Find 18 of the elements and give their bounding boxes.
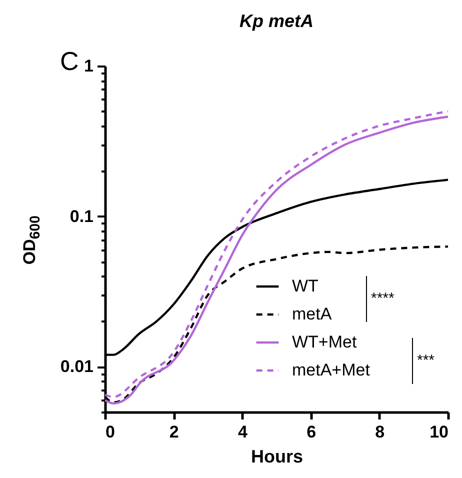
y-tick-label: 0.1 [70,206,94,226]
x-tick-label: 4 [238,422,248,442]
annotation: *** [412,338,435,384]
x-tick-label: 6 [306,422,316,442]
legend-label: WT [292,276,318,296]
legend-label: metA+Met [292,360,370,380]
x-tick-label: 0 [106,422,115,442]
text: C [60,46,79,77]
x-tick-label: 2 [169,422,179,442]
x-axis-title: Hours [250,446,304,466]
legend-label: WT+Met [292,332,357,352]
x-tick-label: 8 [375,422,385,442]
legend-label: metA [292,304,332,324]
y-tick-label: 0.01 [60,357,94,376]
chart-title: Kp metA [239,11,314,31]
x-tick-label: 10 [430,422,448,442]
annotation: **** [366,276,394,322]
y-tick-label: 1 [84,56,94,76]
